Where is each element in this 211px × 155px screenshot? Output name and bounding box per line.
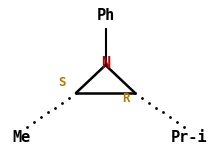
Point [161,111,164,114]
Point [182,126,185,128]
Text: R: R [122,92,129,105]
Text: Ph: Ph [96,8,115,23]
Point [147,102,151,104]
Text: N: N [101,56,110,71]
Text: Pr-i: Pr-i [171,131,207,145]
Text: Me: Me [12,131,30,145]
Point [33,121,36,124]
Point [67,97,71,99]
Text: S: S [58,76,66,89]
Point [168,116,171,119]
Point [74,92,78,94]
Point [175,121,178,124]
Point [47,111,50,114]
Point [60,102,64,104]
Point [40,116,43,119]
Point [53,106,57,109]
Point [26,126,29,128]
Point [140,97,144,99]
Point [154,106,158,109]
Point [133,92,137,94]
